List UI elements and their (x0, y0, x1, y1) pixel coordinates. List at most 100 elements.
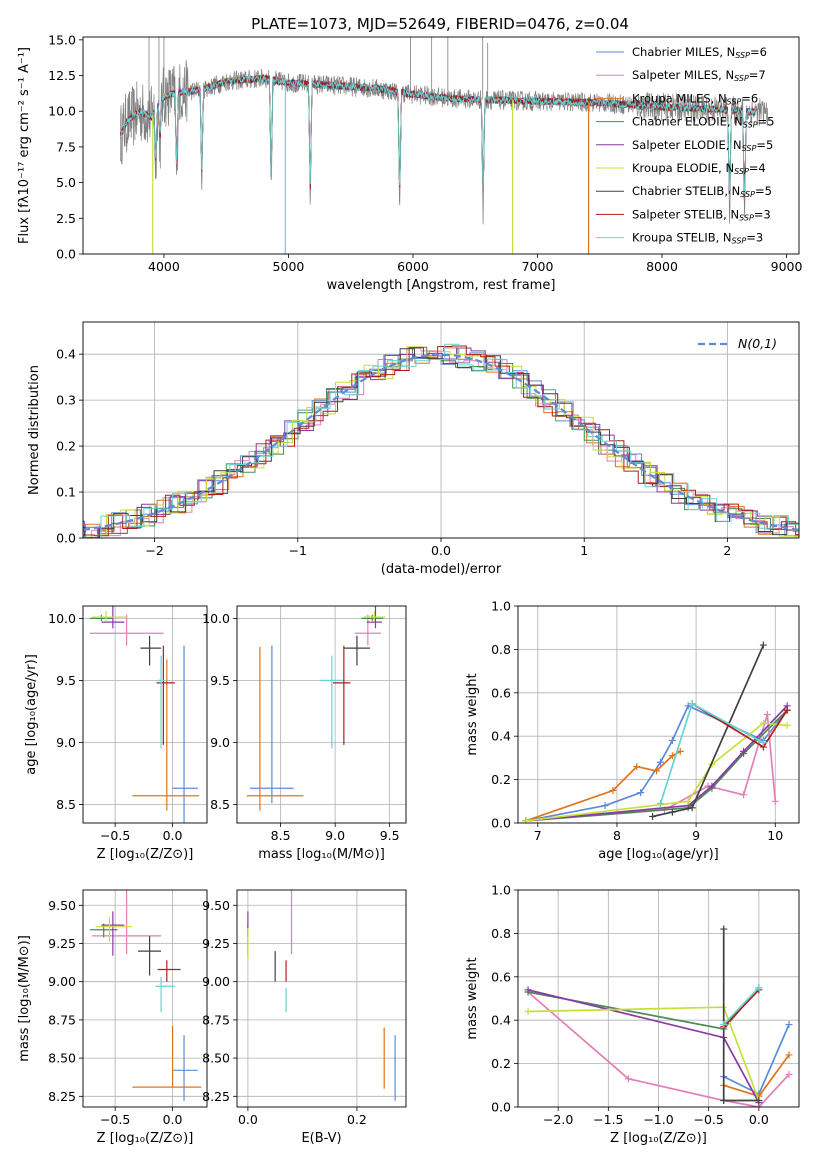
y-tick-label: 1.0 (491, 883, 511, 898)
massweight-point (656, 799, 664, 807)
histogram-step-line (83, 347, 799, 535)
x-tick-label: 0.0 (749, 1112, 769, 1127)
y-tick-label: 15.0 (48, 32, 76, 47)
histogram-step-line (83, 348, 799, 538)
histogram-step-line (83, 346, 799, 538)
plot-area (83, 890, 207, 1107)
massweight-line (652, 644, 765, 818)
x-tick-label: 7000 (522, 259, 554, 274)
legend-label: Chabrier MILES, NSSP=6 (632, 45, 767, 60)
massweight-point (524, 1008, 532, 1016)
y-tick-label: 9.25 (48, 936, 76, 951)
y-tick-label: 8.50 (48, 1051, 76, 1066)
massweight-point (755, 984, 763, 992)
massweight-point (759, 739, 767, 747)
x-axis-label: (data-model)/error (381, 562, 502, 577)
massweight-line (525, 750, 681, 822)
legend-label: Chabrier ELODIE, NSSP=5 (632, 115, 774, 130)
y-tick-label: 8.5 (56, 797, 76, 812)
massweight-point (759, 719, 767, 727)
panel-mass_vs_Z: −0.5 0.0 8.25 8.50 8.75 9.00 9.25 9.50 Z [log₁₀(… (17, 889, 208, 1146)
x-tick-label: 6000 (397, 259, 429, 274)
y-tick-label: 9.50 (202, 898, 230, 913)
massweight-point (740, 791, 748, 799)
axes-frame (517, 889, 800, 1108)
x-tick-label: 0.0 (431, 543, 451, 558)
y-tick-label: 10.0 (48, 104, 76, 119)
x-tick-label: 1 (580, 543, 588, 558)
y-tick-label: 0.1 (56, 485, 76, 500)
panel-age_vs_mass: 8.5 9.0 9.5 8.5 9.0 9.5 10.0 mass [log₁₀(M/M⊙)] (202, 605, 407, 862)
legend-label: Salpeter MILES, NSSP=7 (632, 68, 766, 83)
y-tick-label: 10.0 (202, 611, 230, 626)
axes-frame (236, 889, 407, 1108)
y-tick-label: 9.5 (210, 673, 230, 688)
x-tick-label: −0.5 (100, 1112, 130, 1127)
legend-label: Kroupa STELIB, NSSP=3 (632, 231, 763, 246)
y-tick-label: 8.5 (210, 797, 230, 812)
histogram-step-line (83, 343, 799, 538)
massweight-point (649, 812, 657, 820)
massweight-point (763, 711, 771, 718)
panel-mass_vs_ebv: 0.0 0.2 8.25 8.50 8.75 9.00 9.25 9.50 E(B-V) (202, 889, 407, 1146)
y-axis-label: mass weight (465, 673, 480, 755)
y-tick-label: 9.00 (48, 974, 76, 989)
figure-title: PLATE=1073, MJD=52649, FIBERID=0476, z=0… (251, 15, 629, 33)
massweight-point (783, 706, 791, 714)
x-tick-label: 5000 (273, 259, 305, 274)
massweight-point (720, 1096, 728, 1104)
y-tick-label: 1.0 (491, 599, 511, 614)
y-tick-label: 10.0 (48, 611, 76, 626)
legend-label: Salpeter ELODIE, NSSP=5 (632, 138, 773, 153)
histogram-step-line (83, 347, 799, 538)
massweight-point (637, 789, 645, 797)
y-axis-label: Normed distribution (27, 365, 42, 495)
x-tick-label: −0.5 (100, 828, 130, 843)
axes-frame (82, 889, 208, 1108)
x-tick-label: 8.5 (271, 828, 291, 843)
y-tick-label: 0.6 (491, 969, 511, 984)
axes-frame (236, 605, 407, 824)
massweight-line (723, 987, 760, 1026)
massweight-point (688, 700, 696, 708)
legend-label: Chabrier STELIB, NSSP=5 (632, 184, 772, 199)
massweight-line (723, 989, 760, 1028)
massweight-point (720, 1021, 728, 1029)
massweight-line (525, 714, 777, 822)
x-tick-label: 0.0 (238, 1112, 258, 1127)
y-tick-label: 9.0 (56, 735, 76, 750)
y-tick-label: 0.4 (491, 1013, 511, 1028)
y-tick-label: 2.5 (56, 211, 76, 226)
y-tick-label: 0.2 (491, 772, 511, 787)
x-tick-label: 9.5 (380, 828, 400, 843)
massweight-point (759, 641, 767, 649)
plot-area (120, 37, 769, 254)
axes-frame (517, 605, 800, 824)
y-tick-label: 0.6 (491, 685, 511, 700)
panel-massweight_vs_Z: −2.0 −1.5 −1.0 −0.5 0.0 0.0 0.2 0.4 0.6 0.8 1.0 Z [… (465, 883, 800, 1146)
axes-frame (82, 605, 208, 824)
massweight-point (653, 767, 661, 775)
y-tick-label: 0.2 (56, 439, 76, 454)
y-tick-label: 0.8 (491, 642, 511, 657)
massweight-line (525, 704, 788, 822)
y-tick-label: 8.25 (202, 1089, 230, 1104)
massweight-point (785, 1051, 793, 1059)
y-tick-label: 0.3 (56, 393, 76, 408)
legend-label-normal: N(0,1) (738, 336, 777, 351)
panel-spectrum: 4000 5000 6000 7000 8000 9000 0.0 2.5 5.0 7.5 10.0… (17, 32, 803, 293)
massweight-point (688, 804, 696, 812)
x-tick-label: 10 (767, 828, 783, 843)
panel-residuals: −2 −1 0.0 1 2 0.0 0.1 0.2 0.3 0.4 (data-model)/err… (27, 321, 800, 577)
massweight-point (668, 737, 676, 745)
massweight-point (684, 797, 692, 805)
plot-area (83, 606, 207, 823)
y-tick-label: 9.5 (56, 673, 76, 688)
massweight-point (524, 986, 532, 994)
y-tick-label: 0.0 (56, 531, 76, 546)
legend-label: Salpeter STELIB, NSSP=3 (632, 207, 771, 222)
x-tick-label: −1.5 (593, 1112, 623, 1127)
y-tick-label: 8.50 (202, 1051, 230, 1066)
massweight-point (720, 925, 728, 933)
y-tick-label: 9.0 (210, 735, 230, 750)
